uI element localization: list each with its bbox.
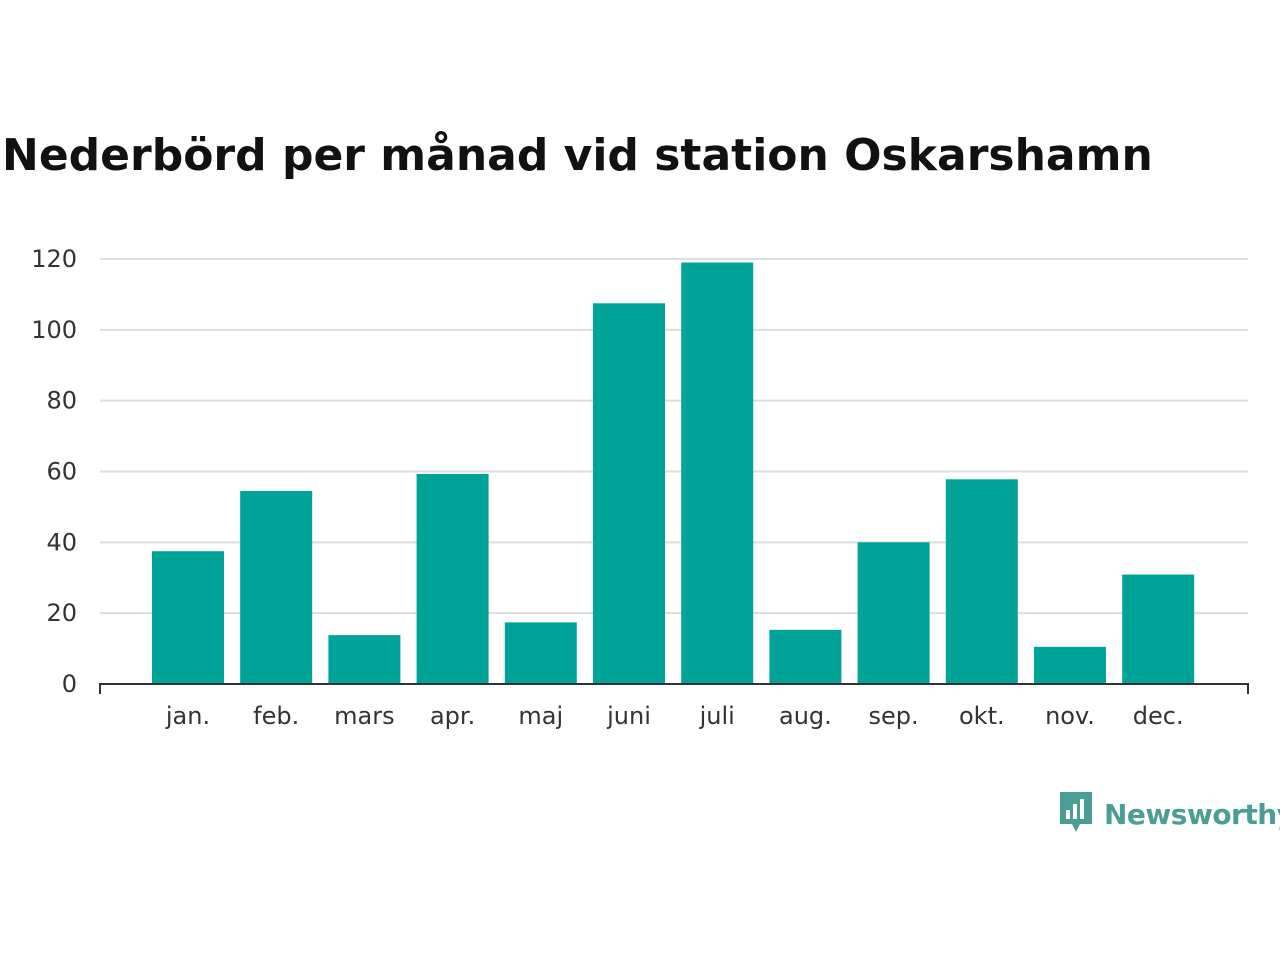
chart-title: Nederbörd per månad vid station Oskarsha… [2,130,1153,181]
x-tick-label: dec. [1133,702,1184,730]
newsworthy-logo-icon [1058,790,1094,838]
bar-juli [681,262,754,684]
bar-okt [945,479,1018,684]
y-tick-label: 60 [46,458,77,486]
bar-dec [1122,574,1195,684]
x-tick-label: feb. [253,702,299,730]
bar-juni [593,303,665,684]
bar-feb [240,490,313,684]
bar-maj [504,622,577,684]
bar-jan [152,551,224,684]
bar-mars [328,635,401,684]
bars [152,262,1195,684]
bar-aug [769,629,842,684]
x-tick-label: juli [699,702,735,730]
x-tick-label: apr. [430,702,475,730]
x-axis-labels: jan. feb. mars apr. maj juni juli aug. sep. okt. n… [165,702,1184,730]
x-tick-label: okt. [959,702,1005,730]
newsworthy-brand: Newsworthy [1058,790,1280,838]
x-axis [99,683,1249,694]
x-tick-label: maj [518,702,563,730]
bar-sep [857,542,930,684]
x-tick-label: sep. [869,702,919,730]
bar-nov [1034,646,1106,684]
bar-apr [416,473,489,684]
y-tick-label: 80 [46,387,77,415]
x-tick-label: juni [606,702,651,730]
x-tick-label: jan. [165,702,210,730]
y-tick-label: 100 [31,316,77,344]
x-tick-label: nov. [1045,702,1095,730]
y-axis-labels: 0 20 40 60 80 100 120 [31,245,77,698]
x-tick-label: aug. [779,702,832,730]
brand-name: Newsworthy [1104,797,1280,831]
y-tick-label: 40 [46,528,77,556]
y-tick-label: 120 [31,245,77,273]
y-tick-label: 0 [62,670,77,698]
y-tick-label: 20 [46,599,77,627]
x-tick-label: mars [334,702,394,730]
